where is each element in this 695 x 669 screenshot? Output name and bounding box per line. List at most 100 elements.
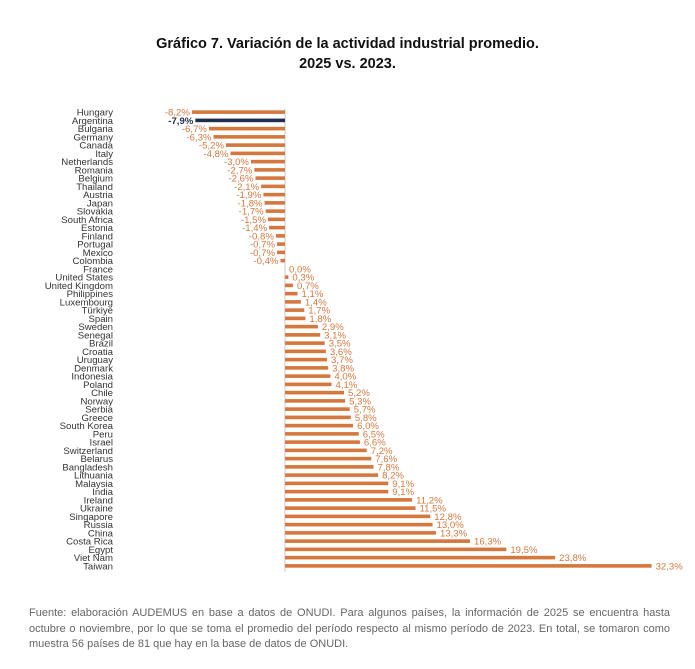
data-label: 5,7% — [354, 405, 376, 416]
data-label: -2,6% — [228, 174, 254, 185]
bar — [285, 514, 431, 519]
category-label: Israel — [90, 438, 113, 449]
bar — [265, 209, 285, 213]
bar — [285, 382, 332, 387]
data-label: 5,8% — [355, 413, 377, 424]
bar — [230, 151, 285, 156]
bar-chart: Hungary -8,2% Argentina -7,9% Bulgaria -6,7% G… — [45, 108, 684, 573]
data-label: 1,8% — [309, 314, 331, 325]
category-label: Ukraine — [80, 504, 113, 515]
bar — [285, 498, 413, 502]
bar — [285, 555, 556, 560]
data-label: 6,5% — [363, 429, 385, 440]
category-label: Portugal — [77, 240, 113, 251]
data-label: 5,3% — [349, 396, 371, 407]
bar — [280, 258, 285, 263]
bar — [285, 324, 318, 329]
category-label: Spain — [88, 314, 113, 325]
category-label: Netherlands — [61, 157, 113, 168]
bar — [285, 473, 379, 477]
category-label: Türkiye — [82, 306, 113, 317]
bar — [277, 242, 285, 246]
category-label: France — [83, 264, 113, 275]
data-label: -6,3% — [186, 132, 212, 143]
category-label: Hungary — [77, 108, 113, 119]
bar — [285, 308, 305, 312]
bar — [285, 456, 372, 461]
data-label: 8,2% — [382, 471, 404, 482]
bar — [285, 300, 301, 304]
category-label: Serbia — [85, 405, 113, 416]
bar — [254, 168, 285, 172]
bar — [255, 176, 285, 180]
bar — [285, 522, 433, 527]
bar — [285, 407, 350, 411]
category-label: Bulgaria — [78, 124, 114, 135]
bar — [285, 465, 374, 469]
bar — [250, 159, 285, 164]
category-label: Philippines — [67, 289, 114, 300]
category-label: Japan — [87, 198, 113, 209]
data-label: -1,7% — [239, 207, 265, 218]
category-label: South Africa — [61, 215, 113, 226]
bar — [285, 440, 360, 444]
bar — [285, 399, 346, 403]
category-label: Uruguay — [77, 355, 113, 366]
category-label: Thailand — [76, 182, 113, 193]
data-label: 9,1% — [392, 479, 414, 490]
data-label: -1,4% — [242, 223, 268, 234]
category-label: China — [88, 528, 114, 539]
category-label: Lithuania — [74, 471, 114, 482]
category-label: Senegal — [78, 330, 113, 341]
category-label: Singapore — [69, 512, 113, 523]
category-label: Mexico — [83, 248, 113, 259]
bar — [191, 110, 285, 114]
category-label: Egypt — [88, 545, 113, 556]
bar — [285, 506, 416, 510]
data-label: 4,0% — [334, 372, 356, 383]
category-label: Germany — [74, 132, 114, 143]
data-label: 3,5% — [329, 339, 351, 350]
category-label: Peru — [93, 429, 113, 440]
category-label: Poland — [83, 380, 113, 391]
category-label: Norway — [80, 396, 113, 407]
bar — [213, 135, 285, 139]
bar — [264, 201, 285, 205]
bar — [261, 184, 285, 189]
bar — [225, 143, 285, 147]
data-label: 6,0% — [357, 421, 379, 432]
data-label: -0,8% — [249, 231, 275, 242]
category-label: Finland — [82, 231, 113, 242]
chart-subtitle: 2025 vs. 2023. — [299, 56, 396, 72]
category-label: Belgium — [78, 174, 113, 185]
category-label: Chile — [91, 388, 113, 399]
bar — [285, 366, 329, 370]
data-label: -0,7% — [250, 248, 276, 259]
data-label: -1,8% — [238, 198, 264, 209]
data-label: -6,7% — [182, 124, 208, 135]
bar — [285, 316, 306, 321]
chart-title: Gráfico 7. Variación de la actividad ind… — [156, 36, 539, 52]
category-label: Denmark — [74, 363, 113, 374]
data-label: -2,7% — [227, 165, 253, 176]
data-label: 1,4% — [305, 297, 327, 308]
data-label: 7,2% — [371, 446, 393, 457]
data-label: 13,0% — [437, 520, 465, 531]
category-label: Brazil — [89, 339, 113, 350]
data-label: 1,1% — [301, 289, 323, 300]
bar — [285, 423, 354, 428]
bar — [285, 564, 652, 568]
category-label: Bangladesh — [62, 462, 113, 473]
data-label: 3,6% — [330, 347, 352, 358]
category-label: Estonia — [81, 223, 114, 234]
bar — [267, 217, 285, 222]
category-label: India — [92, 487, 113, 498]
data-label: 19,5% — [510, 545, 538, 556]
data-label: 1,7% — [308, 306, 330, 317]
data-label: 7,8% — [378, 462, 400, 473]
bar — [275, 234, 285, 238]
bar — [285, 291, 298, 296]
category-label: South Korea — [60, 421, 114, 432]
data-label: 0,0% — [289, 264, 311, 275]
data-label: 13,3% — [440, 528, 468, 539]
